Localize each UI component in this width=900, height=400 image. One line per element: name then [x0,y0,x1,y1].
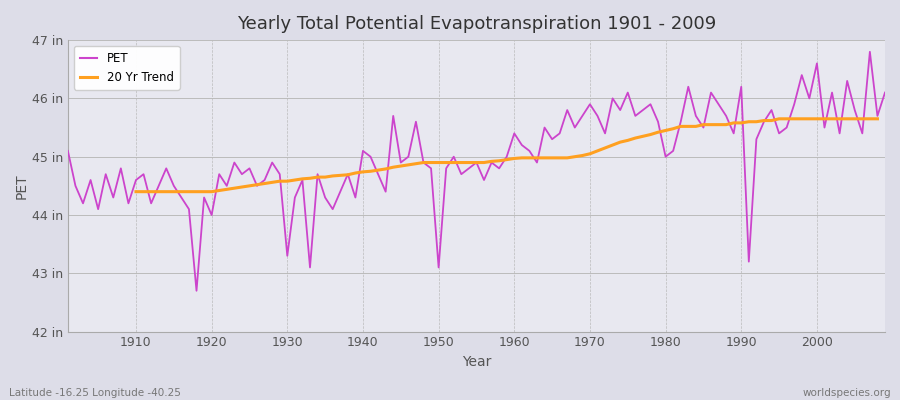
Text: worldspecies.org: worldspecies.org [803,388,891,398]
Title: Yearly Total Potential Evapotranspiration 1901 - 2009: Yearly Total Potential Evapotranspiratio… [237,15,716,33]
Y-axis label: PET: PET [15,173,29,199]
Legend: PET, 20 Yr Trend: PET, 20 Yr Trend [74,46,180,90]
X-axis label: Year: Year [462,355,491,369]
Text: Latitude -16.25 Longitude -40.25: Latitude -16.25 Longitude -40.25 [9,388,181,398]
